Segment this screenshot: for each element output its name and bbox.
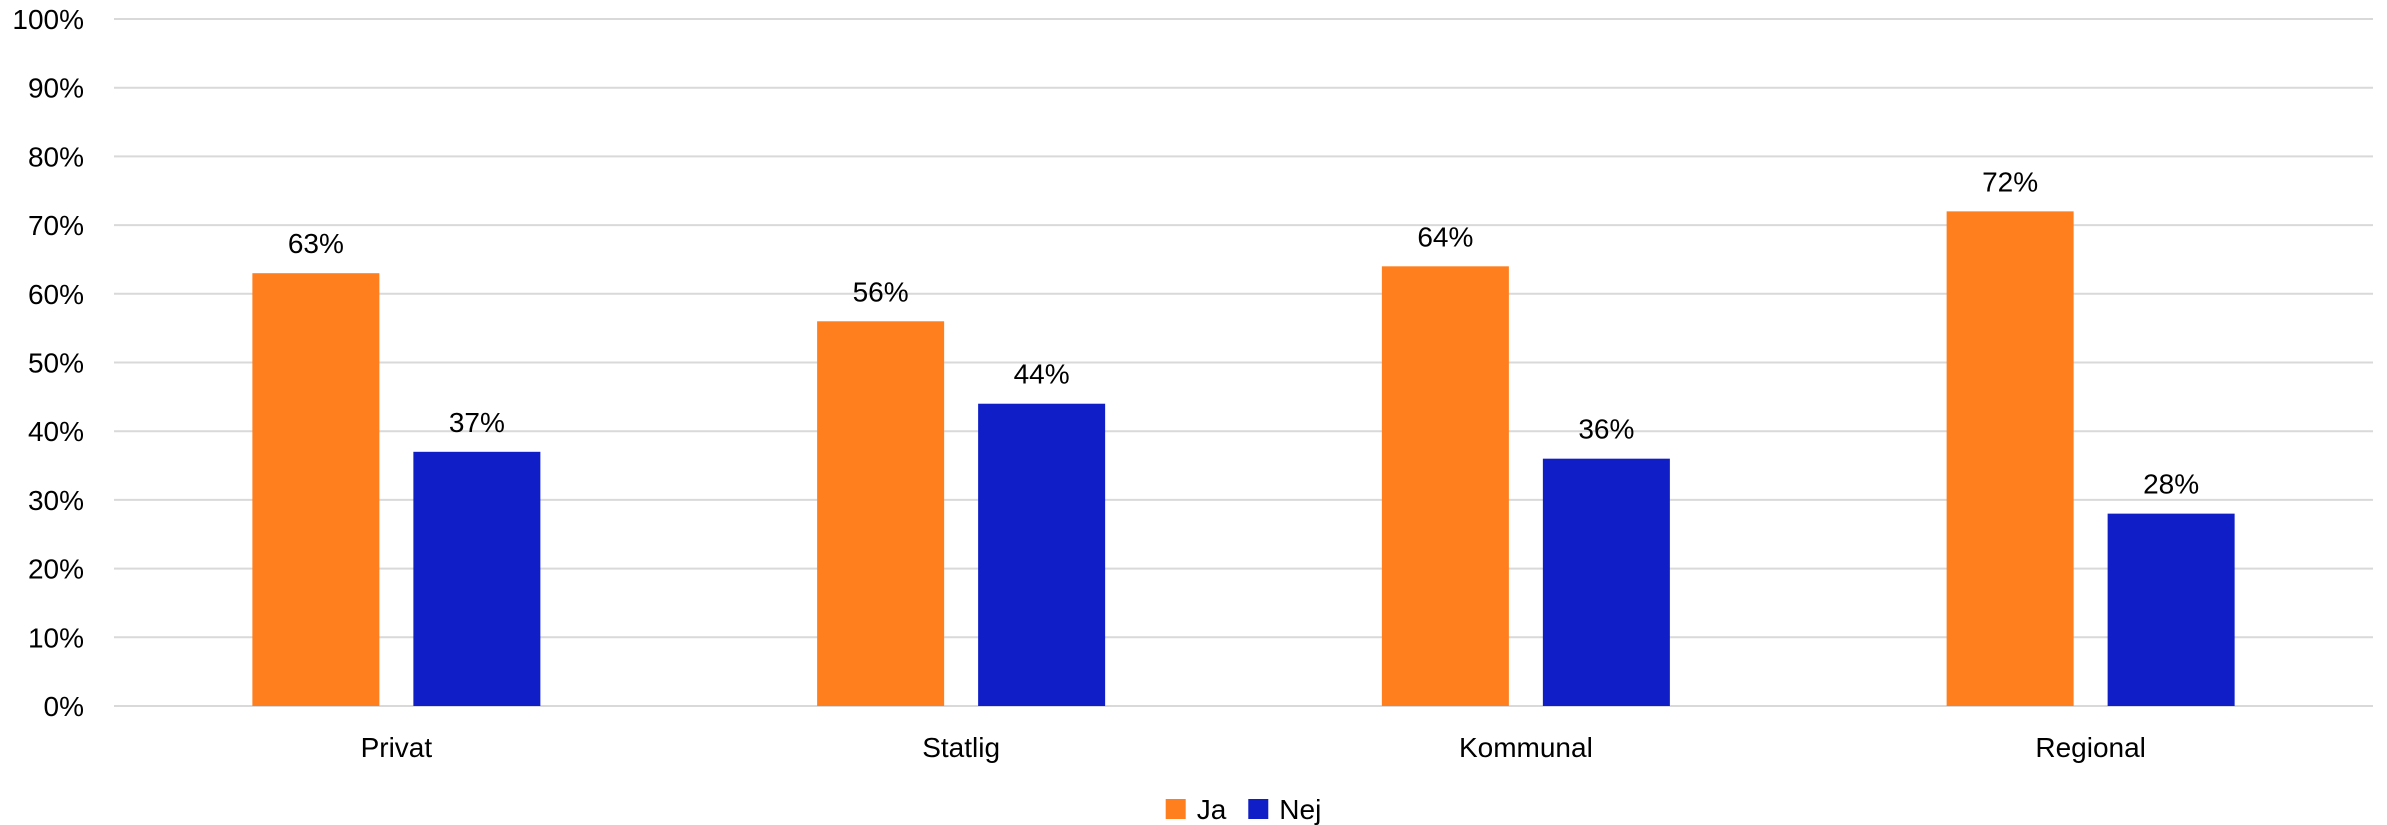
x-tick-label: Statlig xyxy=(922,732,1000,763)
y-tick-label: 100% xyxy=(12,4,84,35)
data-label-nej-privat: 37% xyxy=(449,407,505,438)
y-tick-label: 80% xyxy=(28,141,84,172)
data-label-ja-regional: 72% xyxy=(1982,166,2038,197)
y-tick-label: 40% xyxy=(28,416,84,447)
y-tick-label: 10% xyxy=(28,622,84,653)
data-label-nej-regional: 28% xyxy=(2143,469,2199,500)
bar-nej-statlig xyxy=(978,403,1106,706)
legend-label: Nej xyxy=(1279,794,1321,825)
legend-label: Ja xyxy=(1197,794,1227,825)
data-label-nej-kommunal: 36% xyxy=(1578,414,1634,445)
y-tick-label: 90% xyxy=(28,73,84,104)
x-tick-label: Privat xyxy=(361,732,433,763)
data-label-ja-kommunal: 64% xyxy=(1417,221,1473,252)
y-tick-label: 0% xyxy=(44,691,84,722)
y-tick-label: 20% xyxy=(28,554,84,585)
legend-swatch xyxy=(1165,799,1186,819)
data-label-ja-statlig: 56% xyxy=(853,276,909,307)
legend-item-ja: Ja xyxy=(1165,794,1227,825)
x-tick-label: Kommunal xyxy=(1459,732,1593,763)
x-tick-label: Regional xyxy=(2035,732,2146,763)
bar-nej-regional xyxy=(2107,513,2235,706)
y-tick-label: 30% xyxy=(28,485,84,516)
bar-ja-privat xyxy=(252,273,380,706)
bar-nej-kommunal xyxy=(1542,458,1670,706)
bar-ja-kommunal xyxy=(1381,266,1509,706)
data-label-nej-statlig: 44% xyxy=(1014,359,1070,390)
y-tick-label: 50% xyxy=(28,348,84,379)
bars xyxy=(252,211,2235,707)
legend: Ja Nej xyxy=(1165,794,1321,825)
y-tick-label: 60% xyxy=(28,279,84,310)
y-axis-ticks: 0% 10% 20% 30% 40% 50% 60% 70% 80% 90% 100% xyxy=(12,4,84,722)
data-label-ja-privat: 63% xyxy=(288,228,344,259)
data-labels: 63% 37% 56% 44% 64% 36% 72% 28% xyxy=(288,166,2199,499)
bar-nej-privat xyxy=(413,451,541,706)
bar-ja-regional xyxy=(1946,211,2074,707)
legend-swatch xyxy=(1248,799,1269,819)
x-axis-ticks: Privat Statlig Kommunal Regional xyxy=(361,732,2146,763)
legend-item-nej: Nej xyxy=(1248,794,1321,825)
bar-ja-statlig xyxy=(817,321,945,706)
y-tick-label: 70% xyxy=(28,210,84,241)
